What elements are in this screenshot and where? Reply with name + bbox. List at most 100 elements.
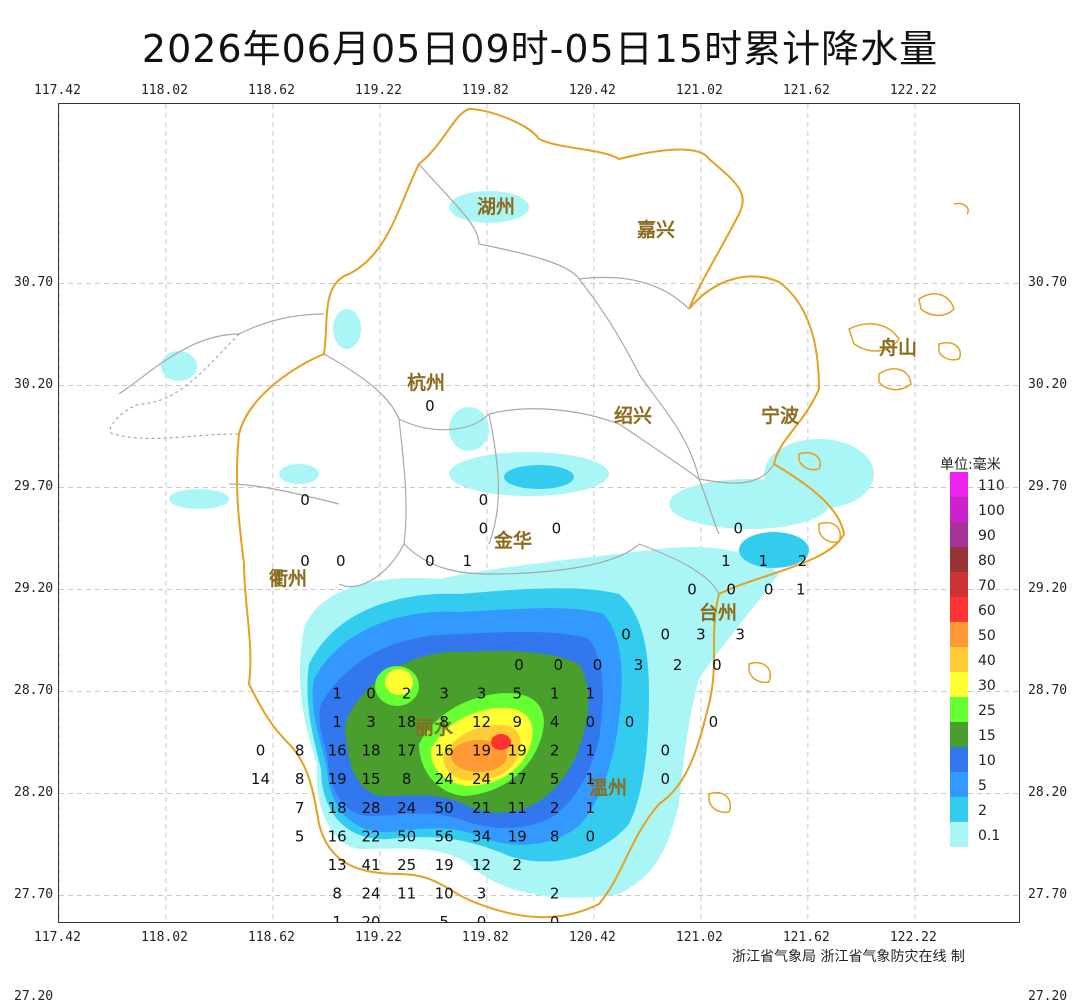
lon-tick-bottom: 118.02: [140, 930, 188, 945]
city-label-jinhua: 金华: [493, 529, 532, 552]
legend-swatch: [950, 822, 968, 847]
legend-swatch: [950, 472, 968, 497]
credit-text: 浙江省气象局 浙江省气象防灾在线 制: [732, 949, 965, 965]
station-value: 0: [660, 770, 670, 788]
station-value: 1: [796, 581, 806, 599]
station-value: 0: [514, 656, 524, 674]
station-value: 4: [550, 713, 560, 731]
city-label-jiaxing: 嘉兴: [636, 219, 675, 241]
station-value: 56: [435, 827, 454, 845]
station-value: 19: [435, 856, 454, 874]
lon-tick-top: 119.22: [354, 83, 402, 98]
station-value: 5: [439, 913, 449, 923]
station-value: 0: [593, 656, 603, 674]
station-value: 11: [397, 884, 416, 902]
city-label-hangzhou: 杭州: [407, 371, 445, 394]
station-value: 1: [721, 552, 731, 570]
legend-swatch: [950, 672, 968, 697]
station-value: 0: [550, 913, 560, 923]
station-value: 16: [328, 827, 347, 845]
station-values: 00 00 0 00 0 0 1 1 1 20 0 0 10 0 3 30 0 0 3 2 01 0 2 3 3 5 1 11 3 18 8…: [251, 397, 807, 923]
lat-tick-left: 30.70: [14, 274, 54, 290]
city-label-taizhou: 台州: [699, 601, 737, 624]
precipitation-map: 湖州 嘉兴 杭州 绍兴 宁波 舟山 金华 衢州 台州 丽水 温州 00 00 0 00…: [59, 104, 1019, 923]
lat-tick-right: 30.70: [1028, 274, 1068, 290]
station-value: 19: [472, 742, 491, 760]
station-value: 18: [361, 742, 380, 760]
legend-swatch: [950, 647, 968, 672]
station-value: 3: [634, 656, 644, 674]
lat-tick-right: 28.20: [1028, 784, 1068, 800]
legend-label: 110: [978, 478, 1005, 494]
station-value: 0: [300, 552, 310, 570]
station-value: 0: [712, 656, 722, 674]
legend-swatch: [950, 772, 968, 797]
station-value: 17: [508, 770, 527, 788]
station-value: 1: [586, 742, 596, 760]
station-value: 8: [439, 713, 449, 731]
precip-layer-60: [491, 734, 511, 750]
station-value: 0: [425, 397, 435, 415]
legend-swatch: [950, 522, 968, 547]
legend-swatch: [950, 547, 968, 572]
legend-swatch: [950, 572, 968, 597]
lon-tick-bottom: 122.22: [889, 930, 937, 945]
station-value: 8: [295, 770, 305, 788]
station-value: 3: [696, 625, 706, 643]
lat-tick-left: 30.20: [14, 376, 54, 392]
station-value: 24: [397, 799, 416, 817]
station-value: 9: [512, 713, 522, 731]
station-value: 50: [397, 827, 416, 845]
station-value: 5: [550, 770, 560, 788]
city-label-zhoushan: 舟山: [879, 336, 917, 359]
station-value: 0: [734, 519, 744, 537]
station-value: 0: [660, 625, 670, 643]
station-value: 12: [472, 713, 491, 731]
station-value: 19: [328, 770, 347, 788]
station-value: 0: [300, 491, 310, 509]
lat-tick-right: 28.70: [1028, 682, 1068, 698]
station-value: 18: [397, 713, 416, 731]
lon-tick-bottom: 120.42: [568, 930, 616, 945]
lon-tick-bottom: 121.62: [782, 930, 830, 945]
station-value: 25: [397, 856, 416, 874]
station-value: 16: [435, 742, 454, 760]
page-title: 2026年06月05日09时-05日15时累计降水量: [141, 27, 939, 71]
station-value: 1: [332, 913, 342, 923]
lon-tick-top: 119.82: [461, 83, 509, 98]
legend-label: 10: [978, 753, 996, 769]
station-value: 0: [479, 491, 489, 509]
station-value: 8: [402, 770, 412, 788]
station-value: 0: [552, 519, 562, 537]
station-value: 1: [586, 685, 596, 703]
station-value: 0: [586, 713, 596, 731]
legend-swatch: [950, 497, 968, 522]
lat-tick-right: 29.20: [1028, 580, 1068, 596]
lat-tick-left: 29.70: [14, 478, 54, 494]
station-value: 7: [295, 799, 305, 817]
station-value: 2: [402, 685, 412, 703]
legend-label: 60: [978, 603, 996, 619]
legend-label: 70: [978, 578, 996, 594]
legend-label: 25: [978, 703, 996, 719]
station-value: 2: [550, 799, 560, 817]
station-value: 3: [366, 713, 376, 731]
lon-tick-top: 121.02: [675, 83, 723, 98]
city-label-huzhou: 湖州: [477, 196, 515, 218]
station-value: 0: [709, 713, 719, 731]
lon-tick-bottom: 118.62: [247, 930, 295, 945]
station-value: 0: [425, 552, 435, 570]
legend-swatch: [950, 747, 968, 772]
station-value: 0: [477, 913, 487, 923]
legend-label: 0.1: [978, 828, 1001, 844]
station-value: 1: [586, 770, 596, 788]
station-value: 0: [553, 656, 563, 674]
lon-tick-bottom: 119.22: [354, 930, 402, 945]
legend-label: 80: [978, 553, 996, 569]
precip-layer-50: [451, 740, 507, 772]
legend-label: 30: [978, 678, 996, 694]
legend-label: 5: [978, 778, 987, 794]
lon-tick-bottom: 117.42: [34, 930, 81, 945]
lon-tick-top: 118.02: [140, 83, 188, 98]
